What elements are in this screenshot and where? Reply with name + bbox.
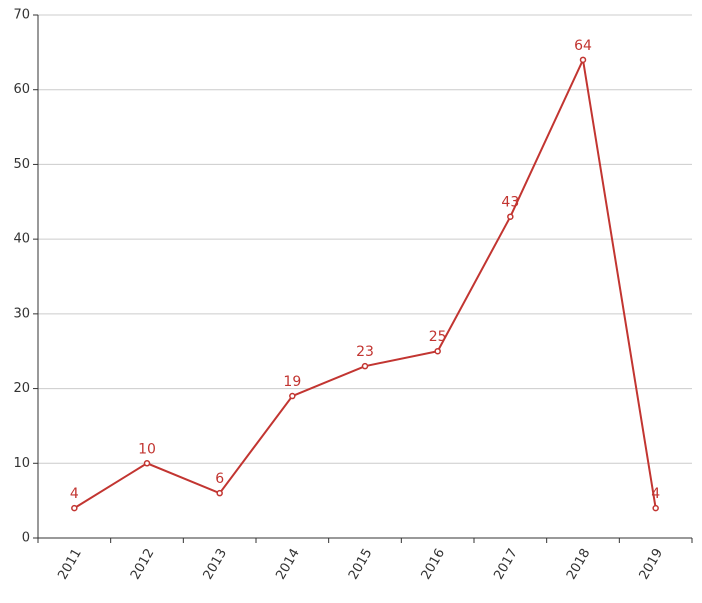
data-label: 4 [651,486,660,502]
data-label: 23 [356,344,374,360]
y-tick-label: 20 [13,381,30,396]
x-tick-label: 2011 [55,546,85,582]
point [216,489,223,497]
y-tick-label: 50 [13,157,30,172]
line [73,56,657,509]
x-tick-label: 2018 [564,546,594,582]
y-tick-label: 0 [22,531,30,546]
y-tick-label: 10 [13,456,30,471]
y-tick-label: 30 [13,306,30,321]
x-tick-label: 2013 [201,546,231,582]
point [579,56,587,64]
x-tick-label: 2015 [346,546,376,582]
data-label: 6 [215,471,224,487]
x-tick-label: 2019 [637,546,667,582]
point [361,362,369,370]
y-tick-label: 70 [13,8,30,23]
data-label: 19 [283,374,301,390]
point [71,504,78,512]
data-label: 64 [574,38,592,54]
point [434,347,441,355]
point [143,460,151,467]
x-tick-label: 2014 [273,546,303,582]
x-tick-label: 2017 [491,546,521,582]
y-tick-label: 60 [13,82,30,97]
point [652,504,659,512]
point [289,392,296,400]
data-label: 43 [501,195,519,211]
x-tick-label: 2012 [128,546,158,582]
data-label: 25 [429,329,447,345]
x-tick-label: 2016 [419,546,449,582]
point [507,213,514,220]
data-label: 10 [138,441,156,457]
data-label: 4 [70,486,79,502]
y-tick-label: 40 [13,232,30,247]
